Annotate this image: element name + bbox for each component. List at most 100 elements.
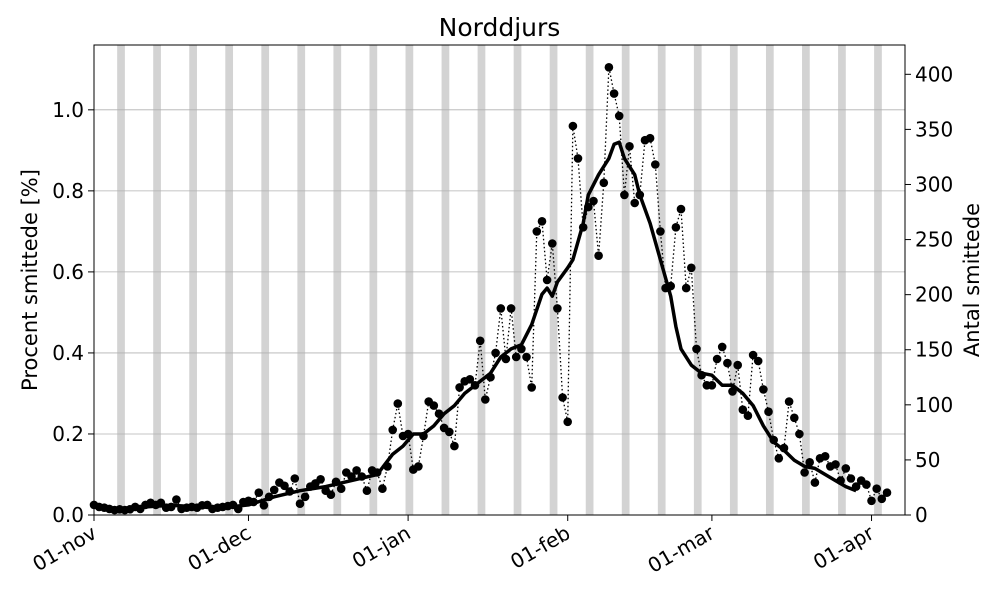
weekend-band xyxy=(297,45,306,515)
plot-frame xyxy=(93,44,906,516)
weekend-band xyxy=(621,45,630,515)
weekend-band xyxy=(333,45,342,515)
data-point xyxy=(795,429,804,439)
y-axis-right-label: Antal smittede xyxy=(960,203,984,357)
data-point xyxy=(599,178,609,188)
data-point xyxy=(666,281,675,291)
data-point xyxy=(553,304,562,313)
data-point xyxy=(378,484,387,494)
x-tick-label: 01-nov xyxy=(28,520,100,576)
data-point xyxy=(166,502,176,512)
data-point xyxy=(501,354,511,364)
data-point xyxy=(578,223,588,232)
data-point xyxy=(491,348,500,358)
weekend-band xyxy=(441,45,450,515)
data-point xyxy=(733,360,742,370)
weekend-band xyxy=(513,45,522,515)
data-point xyxy=(362,486,372,496)
y-axis-left-label: Procent smittede [%] xyxy=(18,169,42,391)
weekend-band xyxy=(549,45,558,515)
data-point xyxy=(671,223,681,232)
data-point xyxy=(331,477,341,487)
data-point xyxy=(290,474,300,483)
data-point xyxy=(851,482,861,491)
data-point xyxy=(450,441,459,451)
data-point xyxy=(233,504,243,514)
weekend-band xyxy=(477,45,486,515)
weekend-band xyxy=(802,45,810,515)
weekend-band xyxy=(189,45,197,515)
data-point xyxy=(434,409,444,419)
data-point xyxy=(836,476,845,485)
data-point xyxy=(568,121,578,131)
weekend-band xyxy=(261,45,270,515)
data-point xyxy=(630,198,639,208)
weekend-band xyxy=(657,45,666,515)
data-point xyxy=(764,407,773,417)
data-point xyxy=(872,484,881,494)
data-point xyxy=(692,344,701,354)
data-point xyxy=(403,429,413,439)
data-point xyxy=(697,370,706,380)
y-tick-label-right: 400 xyxy=(915,62,953,86)
y-axis-left: 0.0 0.2 0.4 0.6 0.8 1.0 xyxy=(52,98,94,527)
data-point xyxy=(269,485,279,495)
data-point xyxy=(517,344,526,354)
data-point xyxy=(496,304,506,313)
y-tick-label-left: 0.6 xyxy=(52,260,84,284)
data-point xyxy=(573,154,583,163)
daily-series xyxy=(89,63,892,515)
data-point xyxy=(620,190,629,200)
x-tick-label: 01-jan xyxy=(348,521,415,573)
data-point xyxy=(259,501,269,510)
data-point xyxy=(846,474,856,483)
weekend-band xyxy=(225,45,234,515)
data-point xyxy=(594,251,603,260)
data-point xyxy=(810,478,820,487)
data-point xyxy=(481,395,490,404)
y-tick-label-right: 100 xyxy=(915,393,953,417)
data-point xyxy=(769,435,778,445)
data-point xyxy=(774,454,784,463)
data-point xyxy=(784,397,794,406)
smoothed-series xyxy=(93,140,857,511)
data-point xyxy=(511,352,521,362)
weekend-band xyxy=(729,45,738,515)
data-point xyxy=(249,497,258,507)
weekend-band xyxy=(585,45,594,515)
data-point xyxy=(645,133,655,143)
data-point xyxy=(558,393,567,402)
weekend-band xyxy=(117,45,125,515)
data-point xyxy=(614,111,624,121)
data-point xyxy=(254,488,264,498)
data-point xyxy=(347,472,356,481)
data-point xyxy=(738,405,748,415)
data-point xyxy=(831,460,840,469)
y-axis-right: 0 50 100 150 200 250 300 350 400 xyxy=(905,62,953,527)
y-tick-label-right: 50 xyxy=(915,448,940,472)
data-point xyxy=(326,490,336,500)
weekend-band xyxy=(369,45,378,515)
data-point xyxy=(625,142,634,151)
data-point xyxy=(522,352,531,362)
data-point xyxy=(486,372,495,382)
x-axis: 01-nov 01-dec 01-jan 01-feb 01-mar 01-apr xyxy=(28,515,879,578)
data-point xyxy=(656,227,665,236)
y-tick-label-left: 1.0 xyxy=(52,98,84,122)
data-point xyxy=(506,304,516,313)
data-point xyxy=(717,342,727,352)
data-point xyxy=(877,494,887,504)
data-point xyxy=(563,417,572,427)
y-tick-label-right: 300 xyxy=(915,172,953,196)
data-point xyxy=(584,202,593,212)
data-point xyxy=(712,354,722,364)
data-point xyxy=(357,472,367,481)
data-point xyxy=(609,89,619,98)
data-point xyxy=(800,468,809,477)
data-point xyxy=(372,468,382,477)
y-tick-label-right: 0 xyxy=(915,503,928,527)
data-point xyxy=(264,492,274,502)
data-point xyxy=(465,375,475,384)
weekend-band xyxy=(153,45,161,515)
